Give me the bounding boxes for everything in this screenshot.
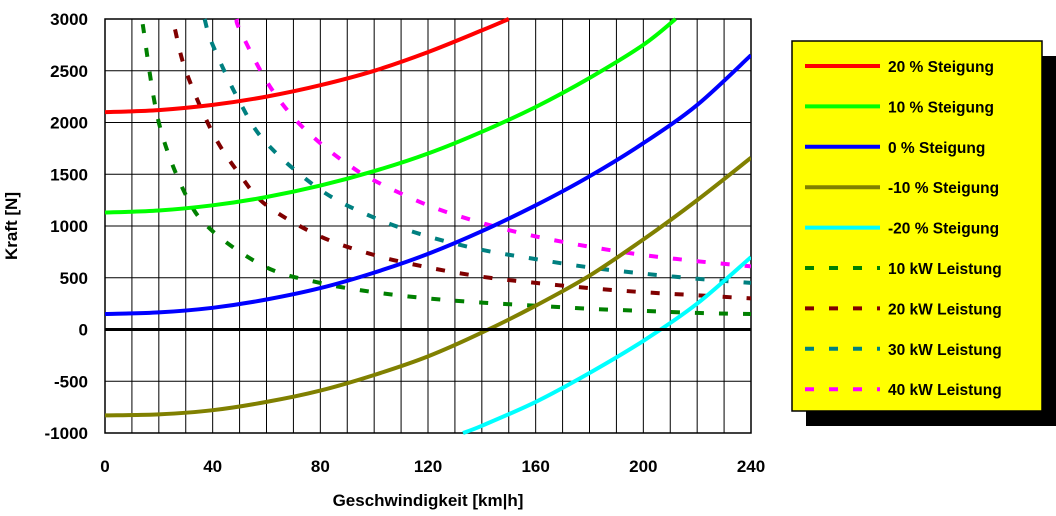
x-tick-label: 40 (203, 457, 222, 476)
x-tick-label: 80 (311, 457, 330, 476)
y-tick-label: -500 (54, 372, 88, 391)
y-tick-label: -1000 (45, 424, 88, 443)
legend-label: -10 % Steigung (888, 180, 999, 197)
y-axis-title: Kraft [N] (2, 192, 21, 260)
legend-label: -20 % Steigung (888, 221, 999, 238)
legend-label: 20 % Steigung (888, 59, 994, 76)
gridlines (104, 18, 752, 434)
legend-label: 20 kW Leistung (888, 301, 1002, 318)
series-line-10-steigung (105, 156, 751, 418)
legend-label: 30 kW Leistung (888, 342, 1002, 359)
legend-label: 10 kW Leistung (888, 261, 1002, 278)
series-line-0-steigung (105, 53, 751, 316)
y-tick-label: 1500 (50, 165, 88, 184)
x-tick-label: 160 (521, 457, 549, 476)
y-tick-label: 3000 (50, 10, 88, 29)
y-tick-label: 2500 (50, 62, 88, 81)
x-tick-label: 240 (737, 457, 765, 476)
series-line-10-kw-leistung (140, 23, 751, 316)
series-lines (105, 17, 751, 435)
series-line-20-steigung (105, 17, 510, 115)
series-line-20-kw-leistung (173, 28, 751, 301)
series-line-10-steigung (105, 17, 677, 215)
legend: 20 % Steigung 10 % Steigung 0 % Steigung -1… (791, 40, 1056, 426)
tick-labels: 0 40 80 120 160 200 240 3000 2500 2000 1500 1000 500… (45, 10, 766, 476)
y-tick-label: 0 (79, 321, 88, 340)
x-axis-title: Geschwindigkeit [km|h] (333, 491, 524, 510)
series-line-40-kw-leistung (234, 18, 751, 269)
x-tick-label: 200 (629, 457, 657, 476)
series-line-20-steigung (462, 255, 751, 435)
y-tick-label: 2000 (50, 114, 88, 133)
legend-label: 10 % Steigung (888, 99, 994, 116)
x-tick-label: 0 (100, 457, 109, 476)
x-tick-label: 120 (414, 457, 442, 476)
legend-label: 40 kW Leistung (888, 382, 1002, 399)
y-tick-label: 1000 (50, 217, 88, 236)
y-tick-label: 500 (60, 269, 88, 288)
legend-label: 0 % Steigung (888, 140, 985, 157)
